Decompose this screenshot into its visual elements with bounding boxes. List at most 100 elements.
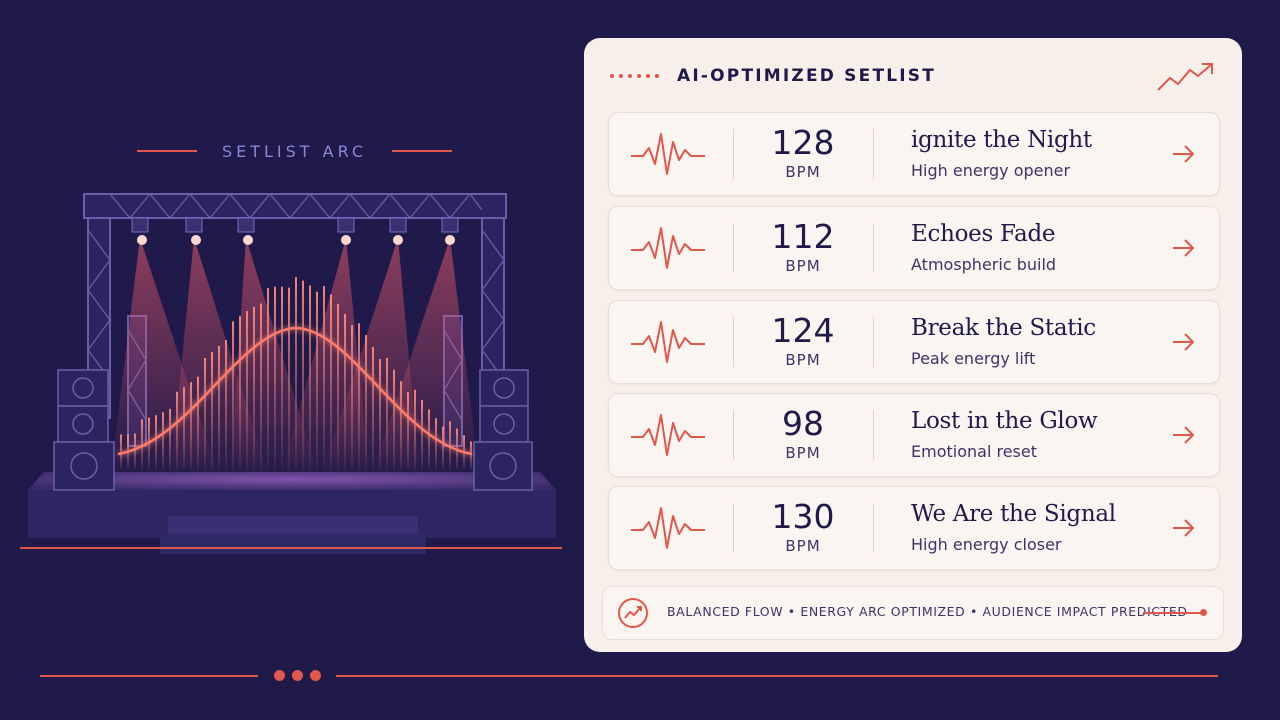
arc-bar xyxy=(428,409,430,470)
song-row[interactable]: 124 BPM Break the Static Peak energy lif… xyxy=(608,300,1220,384)
bpm-value: 128 xyxy=(771,123,835,162)
song-description: Emotional reset xyxy=(911,442,1037,461)
stage-illustration xyxy=(20,192,562,554)
arc-bar xyxy=(386,357,388,470)
page-dot-1[interactable] xyxy=(274,670,285,681)
arc-bar xyxy=(309,285,311,470)
arc-bar xyxy=(274,286,276,470)
arrow-right-icon[interactable] xyxy=(1171,142,1197,166)
arrow-right-icon[interactable] xyxy=(1171,516,1197,540)
energy-arc-curve xyxy=(117,326,473,456)
arc-bar xyxy=(197,376,199,470)
arc-bar xyxy=(134,433,136,470)
arrow-right-icon[interactable] xyxy=(1171,423,1197,447)
song-name: We Are the Signal xyxy=(911,501,1116,527)
waveform-icon xyxy=(631,414,705,456)
arc-bar xyxy=(421,399,423,470)
waveform-icon xyxy=(631,227,705,269)
arc-bar xyxy=(302,280,304,470)
arc-bar xyxy=(288,287,290,470)
arc-bar xyxy=(435,418,437,470)
arc-bar xyxy=(260,303,262,470)
arc-bar xyxy=(330,294,332,470)
arc-bar xyxy=(470,441,472,470)
arrow-right-icon[interactable] xyxy=(1171,236,1197,260)
arc-bar xyxy=(211,352,213,470)
song-row[interactable]: 112 BPM Echoes Fade Atmospheric build xyxy=(608,206,1220,290)
trend-up-icon xyxy=(1157,63,1213,91)
arc-bar xyxy=(407,392,409,470)
arc-bar xyxy=(316,291,318,470)
song-row[interactable]: 98 BPM Lost in the Glow Emotional reset xyxy=(608,393,1220,477)
arc-bar xyxy=(239,315,241,470)
arc-bar xyxy=(442,426,444,470)
speakers xyxy=(53,369,533,491)
arrow-right-icon[interactable] xyxy=(1171,330,1197,354)
energy-arc-bars xyxy=(120,277,472,470)
arc-bar xyxy=(414,389,416,470)
summary-text: BALANCED FLOW • ENERGY ARC OPTIMIZED • A… xyxy=(667,604,1188,619)
bpm-value: 124 xyxy=(771,311,835,350)
arc-bar xyxy=(176,391,178,470)
arc-bar xyxy=(393,369,395,470)
header-dots xyxy=(610,74,659,78)
bpm-unit: BPM xyxy=(785,537,821,555)
arc-bar xyxy=(218,346,220,470)
arc-bar xyxy=(183,387,185,470)
bpm-block: 128 BPM xyxy=(733,123,873,181)
arc-bar xyxy=(351,324,353,470)
arc-bar xyxy=(295,277,297,470)
bpm-value: 98 xyxy=(782,404,824,443)
bpm-unit: BPM xyxy=(785,444,821,462)
summary-footer: BALANCED FLOW • ENERGY ARC OPTIMIZED • A… xyxy=(602,586,1224,640)
panel-header: AI-OPTIMIZED SETLIST xyxy=(610,66,936,86)
waveform-icon xyxy=(631,507,705,549)
bpm-value: 130 xyxy=(771,497,835,536)
bpm-value: 112 xyxy=(771,217,835,256)
setlist-panel: AI-OPTIMIZED SETLIST 128 BPM ignite the … xyxy=(584,38,1242,652)
song-description: High energy opener xyxy=(911,161,1071,180)
arc-bar xyxy=(323,286,325,470)
song-name: Echoes Fade xyxy=(911,221,1056,247)
song-name: Lost in the Glow xyxy=(911,408,1098,434)
arc-bar xyxy=(358,323,360,470)
arc-bar xyxy=(246,311,248,470)
arc-bar xyxy=(253,306,255,470)
waveform-icon xyxy=(631,321,705,363)
arc-bar xyxy=(379,359,381,470)
song-row[interactable]: 130 BPM We Are the Signal High energy cl… xyxy=(608,486,1220,570)
arc-bar xyxy=(281,286,283,470)
heading-line-right xyxy=(392,150,452,152)
bpm-unit: BPM xyxy=(785,163,821,181)
trend-circle-icon xyxy=(618,598,648,628)
song-name: ignite the Night xyxy=(911,127,1092,153)
arc-bar xyxy=(400,381,402,470)
bpm-block: 112 BPM xyxy=(733,217,873,275)
bottom-decoration xyxy=(40,668,1218,684)
arc-bar xyxy=(162,412,164,470)
song-description: High energy closer xyxy=(911,535,1062,554)
arc-bar xyxy=(155,415,157,470)
setlist-arc-title: SETLIST ARC xyxy=(221,141,368,161)
stage-floor xyxy=(28,472,556,490)
setlist-arc-heading: SETLIST ARC xyxy=(137,140,452,162)
song-row[interactable]: 128 BPM ignite the Night High energy ope… xyxy=(608,112,1220,196)
heading-line-left xyxy=(137,150,197,152)
arc-bar xyxy=(337,303,339,470)
arc-bar xyxy=(141,419,143,470)
bpm-unit: BPM xyxy=(785,257,821,275)
arc-bar xyxy=(169,408,171,470)
arc-bar xyxy=(372,347,374,470)
arc-bar xyxy=(267,288,269,470)
song-description: Peak energy lift xyxy=(911,349,1036,368)
bpm-unit: BPM xyxy=(785,351,821,369)
arc-bar xyxy=(344,314,346,470)
arc-bar xyxy=(204,357,206,470)
page-dot-3[interactable] xyxy=(310,670,321,681)
arc-bar xyxy=(365,335,367,470)
arc-bar xyxy=(225,340,227,470)
bpm-block: 124 BPM xyxy=(733,311,873,369)
arc-bar xyxy=(232,321,234,470)
song-description: Atmospheric build xyxy=(911,255,1057,274)
page-dot-2[interactable] xyxy=(292,670,303,681)
